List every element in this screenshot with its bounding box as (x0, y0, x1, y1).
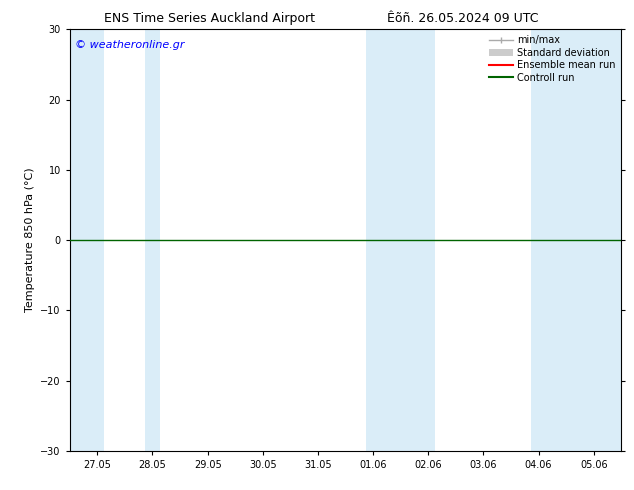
Bar (70, 29, 105, 451)
Bar (145, 29, 160, 451)
Text: ENS Time Series Auckland Airport: ENS Time Series Auckland Airport (104, 12, 314, 25)
Legend: min/max, Standard deviation, Ensemble mean run, Controll run: min/max, Standard deviation, Ensemble me… (485, 31, 619, 86)
Text: Êõñ. 26.05.2024 09 UTC: Êõñ. 26.05.2024 09 UTC (387, 12, 538, 25)
Text: © weatheronline.gr: © weatheronline.gr (75, 40, 184, 50)
Bar (366, 29, 436, 451)
Y-axis label: Temperature 850 hPa (°C): Temperature 850 hPa (°C) (25, 168, 35, 313)
Bar (531, 29, 621, 451)
